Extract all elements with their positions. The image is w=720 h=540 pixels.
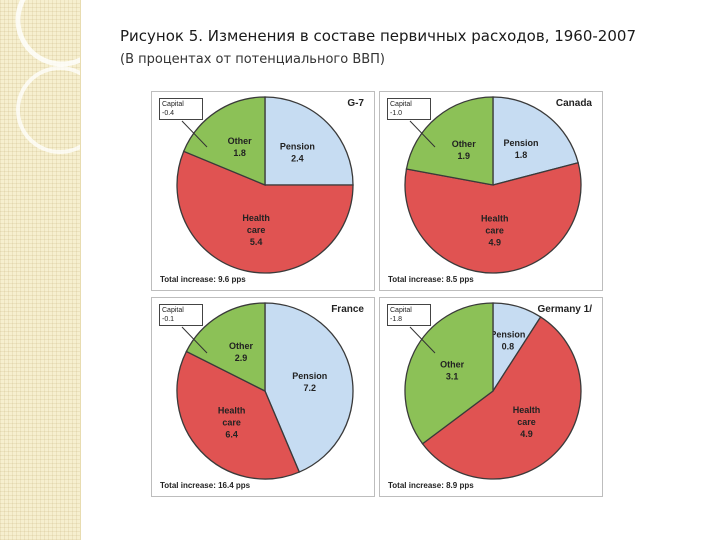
slice-value-label: 1.9 [457,151,470,161]
slice-value-label: 1.8 [233,148,246,158]
capital-leader-line [409,120,436,148]
slice-label-pension: Pension 7.2 [292,371,327,393]
slice-label-other: Other 3.1 [440,360,465,382]
pie-slice-other [185,302,266,393]
capital-value: -0.1 [162,316,175,323]
slice-name-label: Pension [490,329,525,339]
decorative-circles [15,0,80,154]
slide-subtitle: (В процентах от потенциального ВВП) [120,52,386,67]
slice-label-other: Other 1.9 [452,139,477,161]
slice-label-health-care: Health care 6.4 [218,405,246,439]
pie-slice-other [182,96,266,186]
capital-label: Capital [390,101,412,108]
slice-label-health-care: Health care 5.4 [242,213,270,247]
chart-title: France [331,304,364,315]
capital-label: Capital [390,307,412,314]
slice-name-label: Pension [292,371,327,381]
capital-value: -1.8 [390,316,403,323]
capital-leader-line [409,326,436,354]
slice-label-health-care: Health care 4.9 [513,405,541,439]
slide-title: Рисунок 5. Изменения в составе первичных… [120,27,636,45]
slice-name-label: Other [229,341,254,351]
capital-leader-line [181,120,208,148]
total-increase-label: Total increase: 9.6 pps [160,275,246,284]
slice-name-label: care [517,417,536,427]
capital-leader-line [181,326,208,354]
slice-value-label: 2.9 [235,353,248,363]
slice-name-label: Health [242,213,270,223]
slice-label-other: Other 2.9 [229,341,254,363]
pie-slice-health-care [404,161,582,274]
total-increase-label: Total increase: 8.9 pps [388,481,474,490]
slice-value-label: 4.9 [488,238,501,248]
slice-label-other: Other 1.8 [228,136,253,158]
capital-label: Capital [162,101,184,108]
slice-label-pension: Pension 1.8 [503,138,538,160]
chart-panel-canada: Pension 1.8 Health care 4.9 Other 1.9 Capital … [379,91,603,291]
slice-value-label: 4.9 [520,429,533,439]
pie-chart-germany: Pension 0.8 Health care 4.9 Other 3.1 [404,302,582,480]
pie-slice-pension [264,96,354,186]
pie-slice-other [404,302,494,445]
pie-slice-health-care [176,150,354,274]
chart-panel-germany: Pension 0.8 Health care 4.9 Other 3.1 Capital … [379,297,603,497]
pie-slice-other [405,96,494,186]
pie-slice-pension [492,96,579,186]
slice-name-label: Health [513,405,541,415]
pie-slice-health-care [176,350,301,480]
slice-name-label: Health [481,214,509,224]
decorative-side-strip [0,0,81,540]
pie-chart-g7: Pension 2.4 Health care 5.4 Other 1.8 [176,96,354,274]
slice-name-label: Health [218,405,246,415]
slice-name-label: care [485,226,504,236]
slice-name-label: care [247,225,266,235]
slice-value-label: 5.4 [250,237,263,247]
pie-chart-france: Pension 7.2 Health care 6.4 Other 2.9 [176,302,354,480]
total-increase-label: Total increase: 16.4 pps [160,481,251,490]
capital-callout: Capital -1.0 [387,98,431,120]
slice-name-label: care [222,417,241,427]
capital-label: Capital [162,307,184,314]
pie-chart-canada: Pension 1.8 Health care 4.9 Other 1.9 [404,96,582,274]
slice-name-label: Other [452,139,477,149]
slice-value-label: 2.4 [291,154,304,164]
slice-name-label: Pension [280,142,315,152]
chart-title: G-7 [347,98,364,109]
chart-panel-france: Pension 7.2 Health care 6.4 Other 2.9 Capital … [151,297,375,497]
chart-title: Canada [555,98,592,109]
capital-callout: Capital -1.8 [387,304,431,326]
chart-panel-g7: Pension 2.4 Health care 5.4 Other 1.8 Capital … [151,91,375,291]
slice-label-pension: Pension 2.4 [280,142,315,164]
slice-value-label: 1.8 [515,150,528,160]
slice-name-label: Other [440,360,465,370]
slice-value-label: 7.2 [304,383,317,393]
chart-title: Germany 1/ [537,304,592,315]
capital-value: -1.0 [390,110,403,117]
capital-value: -0.4 [162,110,175,117]
slice-label-health-care: Health care 4.9 [481,214,509,248]
slice-name-label: Pension [503,138,538,148]
capital-callout: Capital -0.4 [159,98,203,120]
slice-name-label: Other [228,136,253,146]
slice-value-label: 0.8 [502,341,515,351]
slice-label-pension: Pension 0.8 [490,329,525,351]
pie-slice-pension [264,302,354,473]
slice-value-label: 6.4 [225,429,238,439]
capital-callout: Capital -0.1 [159,304,203,326]
slice-value-label: 3.1 [446,372,459,382]
pie-slice-health-care [421,316,582,480]
total-increase-label: Total increase: 8.5 pps [388,275,474,284]
